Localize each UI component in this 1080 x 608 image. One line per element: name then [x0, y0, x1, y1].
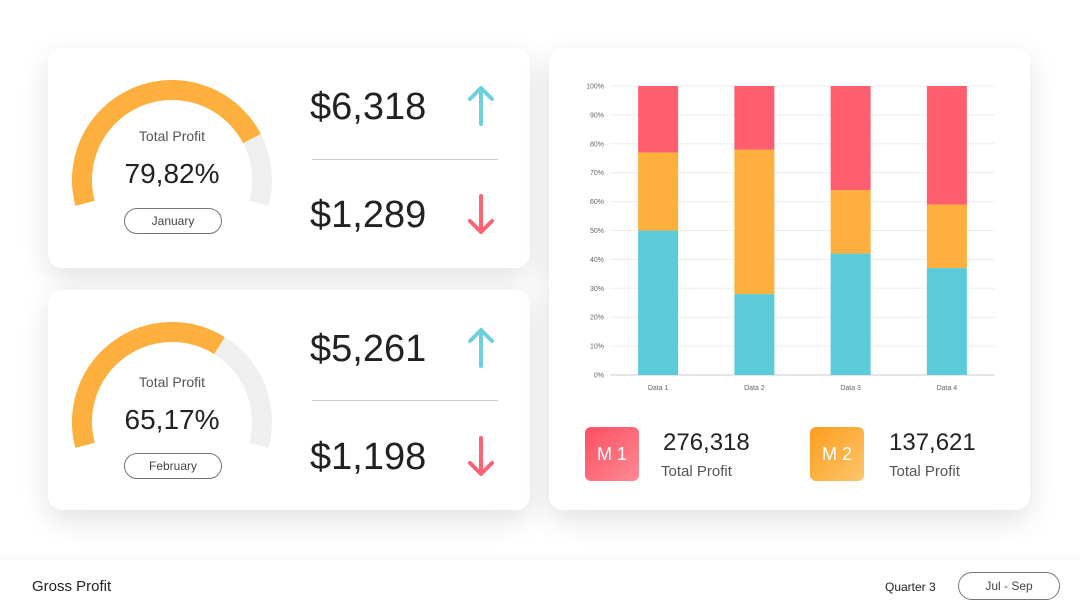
footer: Gross Profit Quarter 3 Jul - Sep [0, 560, 1080, 608]
x-tick-label: Data 4 [937, 385, 958, 392]
y-tick-label: 80% [590, 141, 604, 148]
down-amount: $1,198 [310, 436, 427, 478]
badge: M 1 [585, 427, 639, 481]
gauge-value: 65,17% [124, 404, 220, 435]
bar-segment [734, 294, 775, 375]
x-tick-label: Data 1 [648, 385, 669, 392]
down-amount: $1,289 [310, 194, 427, 236]
up-arrow [468, 86, 494, 126]
summary-value: 137,621 [889, 429, 976, 456]
y-tick-label: 90% [590, 112, 604, 119]
bar-segment [830, 190, 871, 254]
x-tick-label: Data 2 [744, 385, 765, 392]
gauge [72, 80, 272, 206]
bar-segment [926, 268, 967, 375]
y-tick-label: 20% [590, 315, 604, 322]
period-pill: Jul - Sep [958, 572, 1060, 600]
summary-value: 276,318 [663, 429, 750, 456]
gauge-arc [72, 322, 225, 448]
down-arrow [468, 436, 494, 476]
up-arrow [468, 328, 494, 368]
y-tick-label: 0% [594, 373, 604, 380]
month-pill: January [124, 208, 222, 234]
bar-segment [830, 86, 871, 191]
y-tick-label: 70% [590, 170, 604, 177]
chart: 0% 10% 20% 30% 40% 50% 60% 70% 80% 90% 100% Data 1 D… [586, 84, 995, 392]
bar-segment [926, 204, 967, 269]
x-tick-label: Data 3 [840, 385, 861, 392]
y-tick-label: 10% [590, 344, 604, 351]
month-pill: February [124, 453, 222, 479]
separator [312, 400, 498, 401]
y-tick-label: 60% [590, 199, 604, 206]
summary-label: Total Profit [661, 463, 732, 480]
bar-segment [638, 86, 679, 153]
y-tick-label: 50% [590, 228, 604, 235]
y-tick-label: 40% [590, 257, 604, 264]
bar-segment [926, 86, 967, 205]
gauge [72, 322, 272, 448]
gauge-value: 79,82% [124, 158, 220, 189]
card: Total Profit 65,17% February $5,261 $1,1… [48, 290, 530, 510]
down-arrow [468, 194, 494, 234]
y-tick-label: 30% [590, 286, 604, 293]
up-amount: $5,261 [310, 328, 427, 370]
up-amount: $6,318 [310, 86, 427, 128]
card: Total Profit 79,82% January $6,318 $1,28… [48, 48, 530, 268]
footer-title: Gross Profit [32, 578, 112, 595]
bar-segment [638, 152, 679, 231]
gauge-arc [72, 80, 261, 206]
bar-segment [734, 86, 775, 150]
chart-card: 0% 10% 20% 30% 40% 50% 60% 70% 80% 90% 100% Data 1 D… [549, 48, 1030, 510]
bar-segment [638, 230, 679, 375]
gauge-title: Total Profit [138, 374, 206, 390]
y-tick-label: 100% [586, 84, 604, 91]
bar-segment [830, 253, 871, 375]
quarter: Quarter 3 [885, 580, 936, 594]
badge: M 2 [810, 427, 864, 481]
gauge-title: Total Profit [138, 128, 206, 144]
bar-segment [734, 149, 775, 295]
summary-label: Total Profit [889, 463, 960, 480]
separator [312, 159, 498, 160]
